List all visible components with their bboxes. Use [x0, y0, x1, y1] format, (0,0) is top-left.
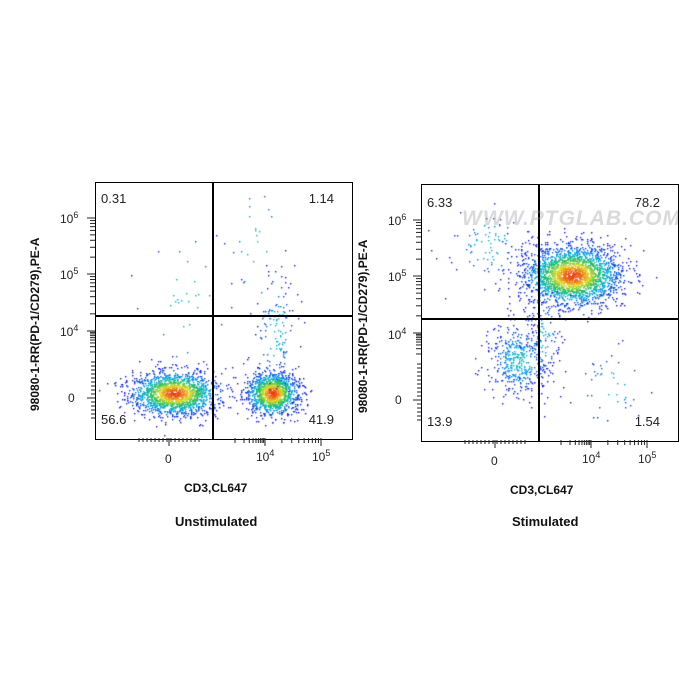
y-tick-label: 106 [388, 212, 407, 228]
y-tick-label: 0 [395, 393, 402, 407]
x-tick-label: 0 [491, 454, 498, 468]
condition-label: Unstimulated [175, 514, 258, 529]
density-points [96, 183, 352, 439]
y-tick-label: 0 [68, 391, 75, 405]
scatter-plot-area: 6.33 78.2 13.9 1.54 WWW.PTGLAB.COM [421, 184, 679, 442]
quadrant-gate-vertical [212, 183, 214, 439]
x-tick-label: 105 [312, 448, 331, 464]
x-tick-label: 104 [582, 450, 601, 466]
watermark: WWW.PTGLAB.COM [462, 207, 679, 230]
quadrant-gate-horizontal [422, 318, 678, 320]
y-tick-label: 104 [60, 323, 79, 339]
quadrant-gate-horizontal [96, 315, 352, 317]
quadrant-gate-vertical [538, 185, 540, 441]
quadrant-lower-right-percent: 41.9 [308, 412, 334, 427]
quadrant-upper-left-percent: 0.31 [101, 191, 127, 206]
x-tick-label: 104 [256, 448, 275, 464]
y-axis-label: 98080-1-RR(PD-1/CD279),PE-A [356, 239, 370, 413]
quadrant-lower-left-percent: 13.9 [427, 414, 453, 429]
x-axis-label: CD3,CL647 [510, 483, 574, 497]
quadrant-upper-left-percent: 6.33 [427, 195, 453, 210]
density-points [422, 185, 678, 441]
condition-label: Stimulated [512, 514, 579, 529]
y-tick-label: 106 [60, 210, 79, 226]
quadrant-upper-right-percent: 1.14 [308, 191, 334, 206]
x-tick-label: 105 [638, 450, 657, 466]
x-axis-label: CD3,CL647 [184, 481, 248, 495]
quadrant-lower-right-percent: 1.54 [634, 414, 660, 429]
quadrant-lower-left-percent: 56.6 [101, 412, 127, 427]
x-tick-label: 0 [165, 452, 172, 466]
scatter-plot-area: 0.31 1.14 56.6 41.9 [95, 182, 353, 440]
y-tick-label: 104 [388, 326, 407, 342]
y-tick-label: 105 [388, 268, 407, 284]
y-tick-label: 105 [60, 266, 79, 282]
quadrant-upper-right-percent: 78.2 [634, 195, 660, 210]
